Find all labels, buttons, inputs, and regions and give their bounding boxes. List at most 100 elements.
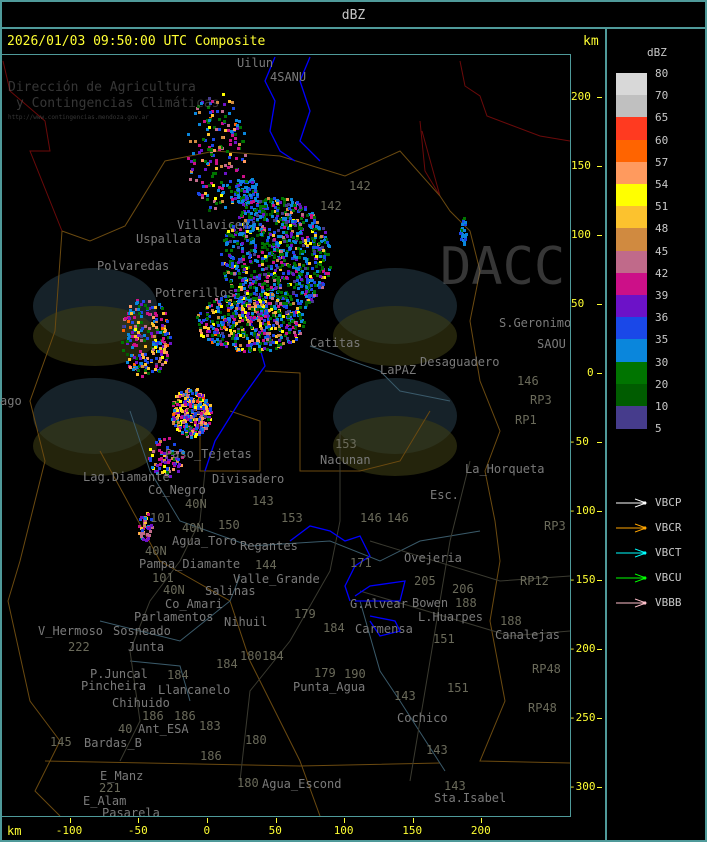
echo-pixel — [281, 253, 284, 256]
echo-pixel — [268, 252, 271, 255]
echo-pixel — [218, 186, 221, 189]
route-label: RP48 — [532, 662, 561, 676]
echo-pixel — [245, 235, 248, 238]
echo-pixel — [172, 422, 175, 425]
echo-pixel — [236, 304, 239, 307]
echo-pixel — [282, 217, 285, 220]
echo-pixel — [266, 276, 269, 279]
echo-pixel — [282, 231, 285, 234]
echo-pixel — [140, 311, 143, 314]
echo-pixel — [301, 291, 304, 294]
legend-swatch — [616, 272, 647, 296]
echo-pixel — [258, 296, 261, 299]
echo-pixel — [176, 460, 179, 463]
lake-outline — [369, 615, 401, 637]
echo-pixel — [244, 154, 247, 157]
echo-pixel — [186, 427, 189, 430]
echo-pixel — [299, 267, 302, 270]
echo-pixel — [251, 181, 254, 184]
echo-pixel — [177, 458, 180, 461]
radar-map[interactable]: DACC Dirección de Agricultura y Contingenc… — [0, 54, 571, 817]
echo-pixel — [204, 401, 207, 404]
boundary-line — [199, 410, 261, 472]
echo-pixel — [254, 329, 257, 332]
echo-pixel — [287, 227, 290, 230]
echo-pixel — [289, 295, 292, 298]
echo-pixel — [204, 168, 207, 171]
echo-pixel — [234, 191, 237, 194]
echo-pixel — [262, 301, 265, 304]
echo-pixel — [284, 292, 287, 295]
echo-pixel — [199, 327, 202, 330]
echo-pixel — [253, 342, 256, 345]
echo-pixel — [301, 215, 304, 218]
echo-pixel — [285, 231, 288, 234]
echo-pixel — [126, 342, 129, 345]
echo-pixel — [164, 345, 167, 348]
echo-pixel — [292, 209, 295, 212]
echo-pixel — [238, 120, 241, 123]
echo-pixel — [262, 339, 265, 342]
echo-pixel — [270, 308, 273, 311]
echo-pixel — [151, 526, 154, 529]
echo-pixel — [266, 323, 269, 326]
echo-pixel — [141, 353, 144, 356]
echo-pixel — [244, 281, 247, 284]
echo-pixel — [285, 276, 288, 279]
echo-pixel — [147, 330, 150, 333]
echo-pixel — [192, 415, 195, 418]
echo-pixel — [242, 140, 245, 143]
echo-pixel — [254, 189, 257, 192]
echo-pixel — [289, 247, 292, 250]
river-line — [129, 660, 191, 702]
echo-pixel — [252, 200, 255, 203]
echo-pixel — [319, 275, 322, 278]
echo-pixel — [290, 235, 293, 238]
echo-pixel — [269, 200, 272, 203]
river-line — [359, 600, 446, 772]
echo-pixel — [267, 236, 270, 239]
legend-value: 35 — [655, 333, 669, 347]
echo-pixel — [280, 226, 283, 229]
echo-pixel — [201, 159, 204, 162]
echo-pixel — [215, 128, 218, 131]
echo-pixel — [172, 402, 175, 405]
echo-pixel — [138, 525, 141, 528]
echo-pixel — [241, 211, 244, 214]
echo-pixel — [272, 312, 275, 315]
echo-pixel — [221, 332, 224, 335]
echo-pixel — [173, 409, 176, 412]
echo-pixel — [209, 409, 212, 412]
echo-pixel — [288, 331, 291, 334]
echo-pixel — [256, 303, 259, 306]
echo-pixel — [208, 97, 211, 100]
echo-pixel — [272, 234, 275, 237]
echo-pixel — [236, 265, 239, 268]
echo-pixel — [241, 331, 244, 334]
echo-pixel — [295, 270, 298, 273]
echo-pixel — [262, 298, 265, 301]
echo-pixel — [164, 312, 167, 315]
echo-pixel — [299, 250, 302, 253]
legend-value: 5 — [655, 422, 662, 436]
echo-pixel — [283, 277, 286, 280]
echo-pixel — [244, 212, 247, 215]
echo-pixel — [270, 327, 273, 330]
echo-pixel — [228, 156, 231, 159]
echo-pixel — [139, 350, 142, 353]
echo-pixel — [240, 180, 243, 183]
echo-pixel — [151, 335, 154, 338]
echo-pixel — [288, 341, 291, 344]
echo-pixel — [172, 413, 175, 416]
echo-pixel — [272, 341, 275, 344]
echo-pixel — [255, 297, 258, 300]
route-label: 143 — [394, 689, 416, 703]
echo-pixel — [221, 316, 224, 319]
route-label: 40N — [182, 521, 204, 535]
echo-pixel — [269, 317, 272, 320]
echo-pixel — [285, 221, 288, 224]
echo-pixel — [288, 239, 291, 242]
echo-pixel — [239, 228, 242, 231]
echo-pixel — [163, 330, 166, 333]
echo-pixel — [280, 343, 283, 346]
